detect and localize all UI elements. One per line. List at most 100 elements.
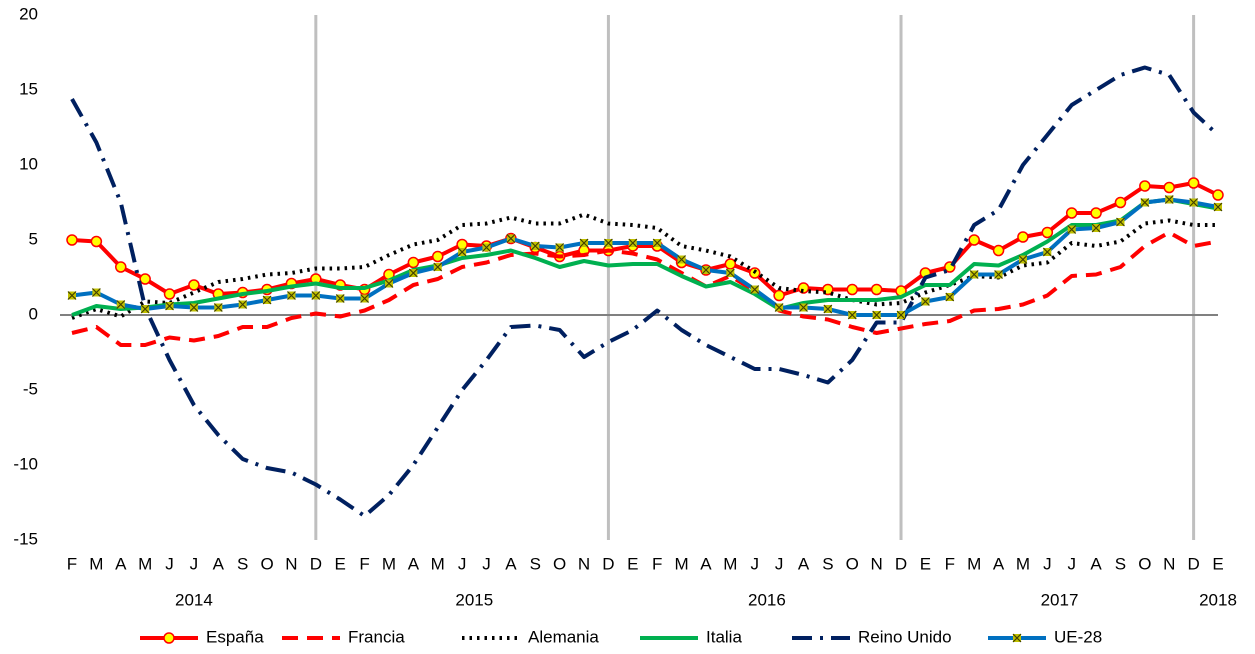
x-tick-label: E bbox=[1212, 554, 1223, 573]
marker-cross bbox=[213, 303, 223, 312]
marker-cross bbox=[189, 303, 199, 312]
x-tick-label: D bbox=[310, 554, 322, 573]
y-tick-label: 10 bbox=[19, 154, 38, 173]
point-marker bbox=[90, 235, 103, 248]
series-line bbox=[71, 230, 1219, 347]
point-marker bbox=[433, 262, 443, 272]
legend-item: Francia bbox=[282, 627, 405, 646]
x-tick-label: A bbox=[213, 554, 225, 573]
marker-cross bbox=[530, 241, 540, 251]
x-tick-label: J bbox=[775, 554, 784, 573]
marker-cross bbox=[872, 310, 882, 320]
marker-cross bbox=[1164, 195, 1174, 204]
marker-cross bbox=[945, 292, 955, 302]
marker-cross bbox=[360, 294, 370, 303]
marker-cross bbox=[433, 262, 443, 272]
legend-label: UE-28 bbox=[1054, 627, 1102, 646]
marker-cross bbox=[408, 268, 418, 278]
year-label: 2016 bbox=[748, 590, 786, 609]
legend-item: España bbox=[140, 627, 264, 646]
point-marker bbox=[872, 310, 882, 320]
legend-item: Reino Unido bbox=[792, 627, 952, 646]
point-marker bbox=[335, 294, 345, 303]
marker-cross bbox=[238, 300, 248, 309]
x-tick-label: O bbox=[846, 554, 859, 573]
point-marker bbox=[870, 283, 883, 296]
marker-cross bbox=[1018, 255, 1028, 264]
x-tick-label: M bbox=[382, 554, 396, 573]
x-tick-label: D bbox=[895, 554, 907, 573]
x-tick-label: F bbox=[945, 554, 955, 573]
series-line bbox=[71, 197, 1219, 317]
marker-cross bbox=[1091, 223, 1101, 233]
point-marker bbox=[945, 292, 955, 302]
marker-cross bbox=[555, 243, 565, 252]
x-tick-label: J bbox=[165, 554, 174, 573]
point-marker bbox=[797, 282, 810, 294]
marker-cross bbox=[457, 247, 467, 257]
point-marker bbox=[1042, 247, 1052, 257]
marker-cross bbox=[969, 270, 979, 279]
marker-cross bbox=[750, 285, 760, 294]
x-tick-label: A bbox=[993, 554, 1005, 573]
x-tick-label: N bbox=[870, 554, 882, 573]
x-tick-label: F bbox=[652, 554, 662, 573]
marker-cross bbox=[1067, 225, 1077, 234]
year-label: 2015 bbox=[455, 590, 493, 609]
point-marker bbox=[506, 234, 516, 243]
legend-item: Italia bbox=[640, 627, 742, 646]
point-marker bbox=[1213, 202, 1223, 212]
marker-cross bbox=[1213, 202, 1223, 212]
point-marker bbox=[408, 268, 418, 278]
point-marker bbox=[1164, 195, 1174, 204]
point-marker bbox=[431, 250, 444, 263]
point-marker bbox=[67, 291, 77, 300]
y-tick-label: 5 bbox=[29, 229, 38, 248]
series-line bbox=[71, 181, 1219, 298]
marker-cross bbox=[287, 291, 296, 300]
x-tick-label: O bbox=[553, 554, 566, 573]
marker-cross bbox=[506, 234, 516, 243]
legend-label: Reino Unido bbox=[858, 627, 952, 646]
point-marker bbox=[287, 291, 296, 300]
legend-label: Francia bbox=[348, 627, 405, 646]
point-marker bbox=[1018, 255, 1028, 264]
point-marker bbox=[652, 238, 662, 248]
point-marker bbox=[846, 283, 859, 296]
x-tick-label: M bbox=[1016, 554, 1030, 573]
x-tick-label: A bbox=[115, 554, 127, 573]
x-tick-label: A bbox=[798, 554, 810, 573]
legend-label: Alemania bbox=[528, 627, 599, 646]
legend-item: Alemania bbox=[462, 627, 599, 646]
point-marker bbox=[188, 279, 200, 291]
point-marker bbox=[163, 288, 176, 300]
point-marker bbox=[774, 303, 784, 312]
marker-cross bbox=[335, 294, 345, 303]
point-marker bbox=[823, 304, 833, 314]
point-marker bbox=[482, 243, 491, 252]
point-marker bbox=[992, 244, 1005, 257]
point-marker bbox=[1012, 633, 1022, 643]
point-marker bbox=[1067, 225, 1077, 234]
x-tick-label: F bbox=[359, 554, 369, 573]
point-marker bbox=[701, 265, 711, 275]
x-tick-label: M bbox=[674, 554, 688, 573]
y-tick-label: 15 bbox=[19, 79, 38, 98]
point-marker bbox=[1114, 196, 1127, 209]
marker-cross bbox=[604, 238, 613, 248]
marker-cross bbox=[1140, 198, 1150, 207]
point-marker bbox=[896, 310, 906, 320]
point-marker bbox=[579, 238, 589, 248]
point-marker bbox=[677, 255, 686, 264]
x-tick-label: E bbox=[335, 554, 346, 573]
x-tick-label: J bbox=[750, 554, 759, 573]
marker-cross bbox=[1042, 247, 1052, 257]
marker-cross bbox=[725, 268, 735, 278]
x-tick-label: J bbox=[1067, 554, 1076, 573]
series-line bbox=[70, 65, 1220, 518]
point-marker bbox=[1041, 226, 1054, 239]
y-tick-label: 20 bbox=[19, 4, 38, 23]
marker-cross bbox=[628, 238, 638, 248]
point-marker bbox=[555, 243, 565, 252]
